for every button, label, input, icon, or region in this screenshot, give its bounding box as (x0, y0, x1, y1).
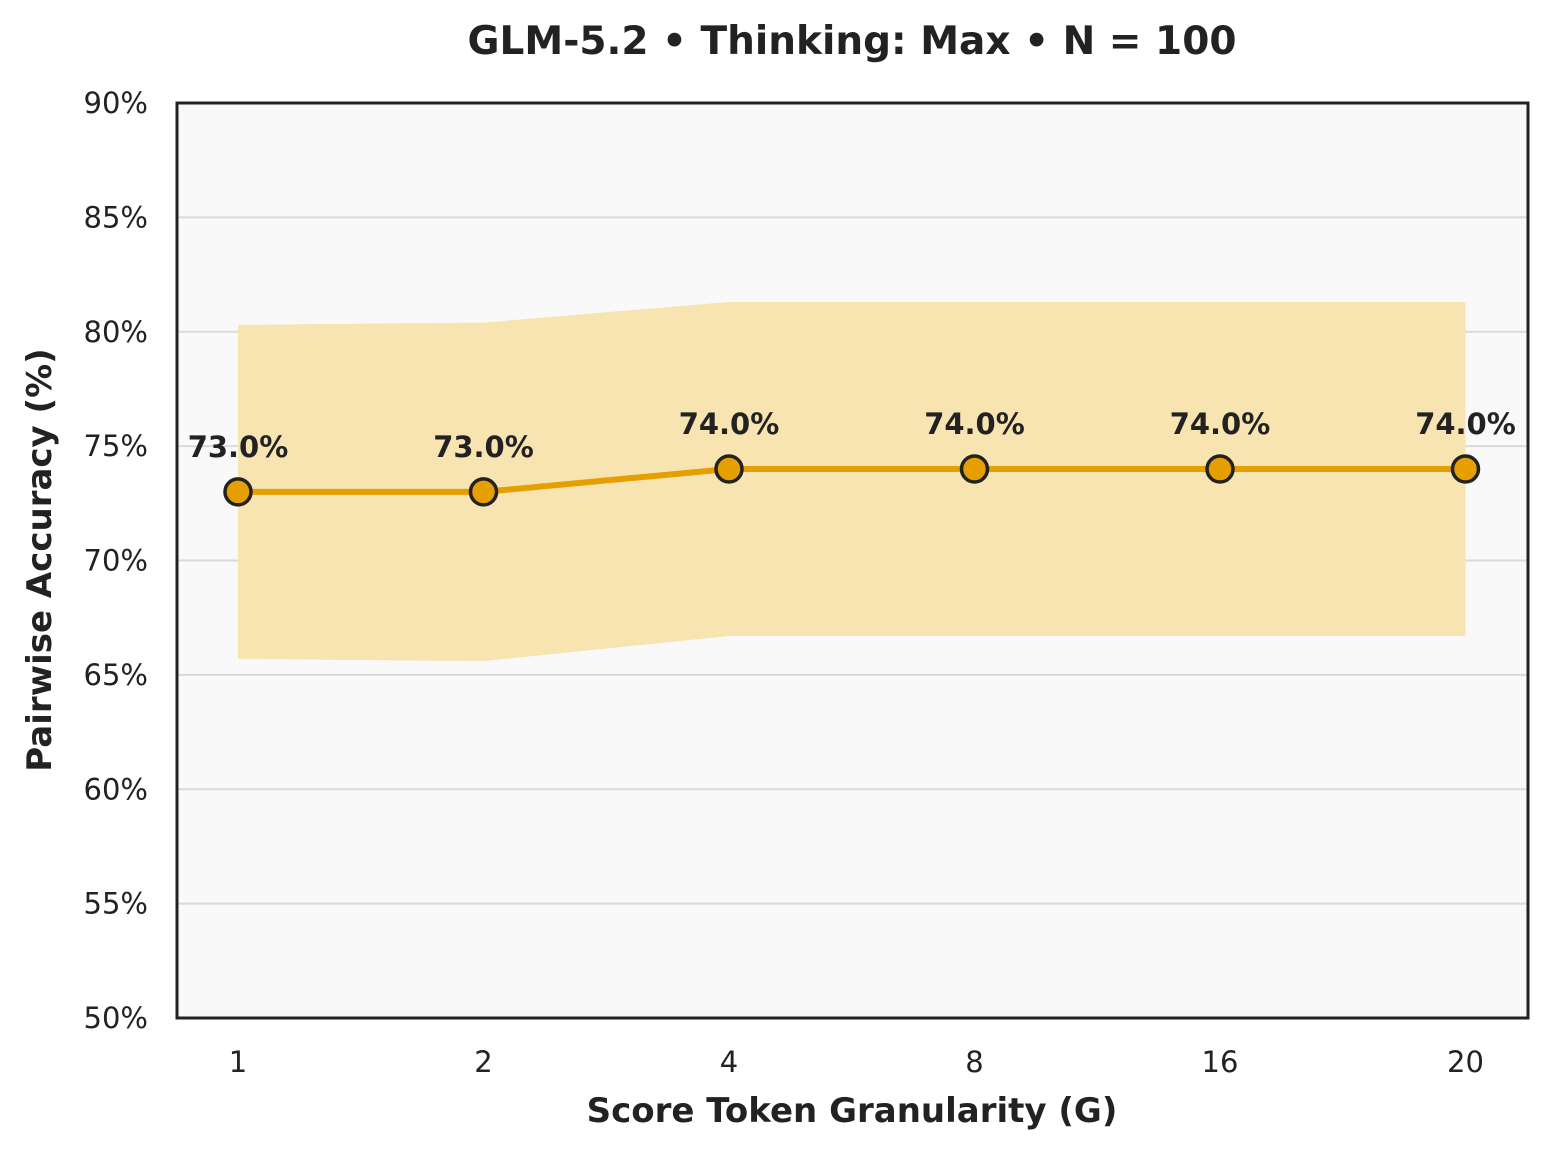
x-tick-label-1: 1 (229, 1045, 247, 1079)
x-tick-label-20: 20 (1447, 1045, 1484, 1079)
data-points (223, 454, 1481, 507)
plot-frame (175, 101, 1530, 1020)
y-tick-label-55: 55% (84, 887, 148, 921)
y-tick-label-60: 60% (84, 772, 148, 806)
y-axis-ticks: 50% 55% 60% 65% 70% 75% 80% 85% 90% (84, 86, 148, 1035)
data-point-20 (1450, 454, 1481, 484)
confidence-band (238, 302, 1466, 662)
data-label-4: 74.0% (679, 407, 780, 441)
data-label-20: 74.0% (1415, 407, 1516, 441)
data-label-16: 74.0% (1170, 407, 1271, 441)
x-tick-label-4: 4 (720, 1045, 738, 1079)
x-tick-label-8: 8 (965, 1045, 983, 1079)
data-point-1 (223, 477, 253, 507)
y-tick-label-80: 80% (84, 315, 148, 349)
y-tick-label-85: 85% (84, 200, 148, 234)
y-tick-label-50: 50% (84, 1001, 148, 1035)
x-axis-title: Score Token Granularity (G) (587, 1091, 1118, 1131)
y-tick-label-65: 65% (84, 658, 148, 692)
x-axis-ticks: 1 2 4 8 16 20 (229, 1045, 1484, 1079)
data-labels: 73.0% 73.0% 74.0% 74.0% 74.0% 74.0% (188, 407, 1516, 464)
chart-title: GLM-5.2 • Thinking: Max • N = 100 (468, 19, 1237, 64)
y-tick-label-75: 75% (84, 429, 148, 463)
data-label-2: 73.0% (433, 430, 534, 464)
data-point-16 (1205, 454, 1235, 484)
y-axis-title: Pairwise Accuracy (%) (20, 348, 60, 771)
y-tick-label-70: 70% (84, 544, 148, 578)
data-label-8: 74.0% (924, 407, 1025, 441)
x-tick-label-2: 2 (474, 1045, 492, 1079)
data-label-1: 73.0% (188, 430, 289, 464)
data-point-8 (959, 454, 990, 484)
data-point-4 (714, 454, 744, 484)
data-point-2 (468, 477, 499, 507)
x-tick-label-16: 16 (1202, 1045, 1239, 1079)
series-line (238, 466, 1466, 495)
y-tick-label-90: 90% (84, 86, 148, 120)
